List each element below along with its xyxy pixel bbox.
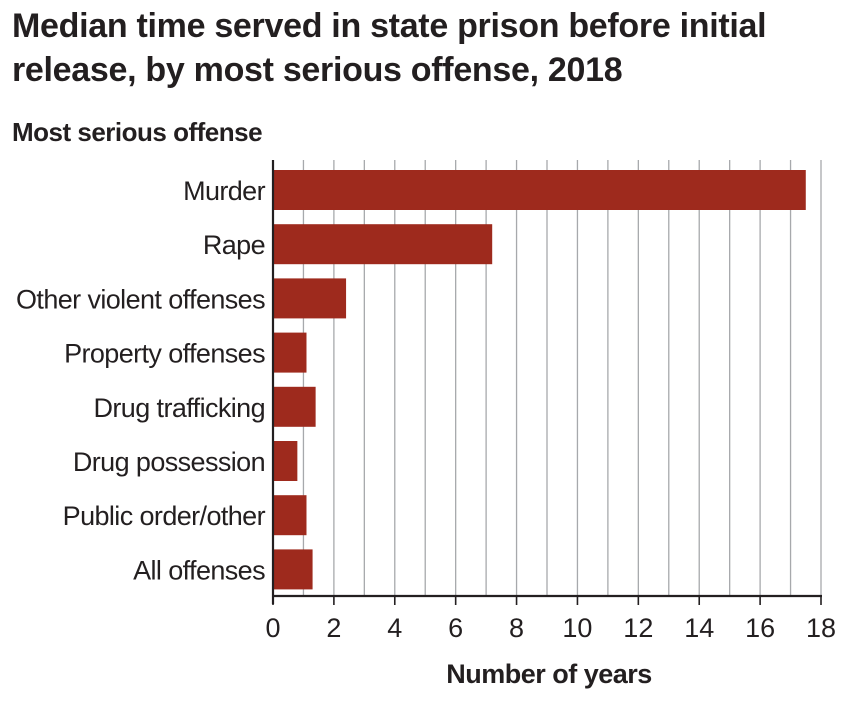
category-label: All offenses [133,555,265,585]
category-label: Murder [183,176,266,206]
x-tick-label: 12 [623,613,653,643]
axes [271,160,822,604]
category-label: Drug possession [73,447,265,477]
x-ticks: 0 2 4 6 8 10 12 14 16 18 [265,596,836,643]
y-axis-title: Most serious offense [12,117,263,147]
x-tick-label: 18 [806,613,836,643]
category-label: Drug trafficking [94,393,265,423]
category-label: Public order/other [63,501,266,531]
bar-other-violent-offenses [273,278,347,319]
x-tick-label: 4 [387,613,402,643]
bar-public-order-other [273,495,307,536]
bar-rape [273,224,493,265]
x-axis-title: Number of years [446,659,652,689]
bars [273,170,806,590]
category-label: Other violent offenses [16,284,265,314]
x-tick-label: 2 [326,613,341,643]
bar-all-offenses [273,549,313,590]
x-tick-label: 8 [509,613,524,643]
bar-murder [273,170,806,210]
category-label: Property offenses [64,339,265,369]
x-tick-label: 0 [265,613,280,643]
category-labels: Murder Rape Other violent offenses Property… [16,176,266,585]
x-tick-label: 14 [684,613,714,643]
x-tick-label: 16 [745,613,775,643]
category-label: Rape [203,230,265,260]
chart-title: Median time served in state prison befor… [12,7,767,89]
bar-drug-possession [273,441,298,481]
bar-drug-trafficking [273,386,316,427]
x-tick-label: 10 [562,613,592,643]
x-tick-label: 6 [448,613,463,643]
bar-property-offenses [273,332,307,373]
